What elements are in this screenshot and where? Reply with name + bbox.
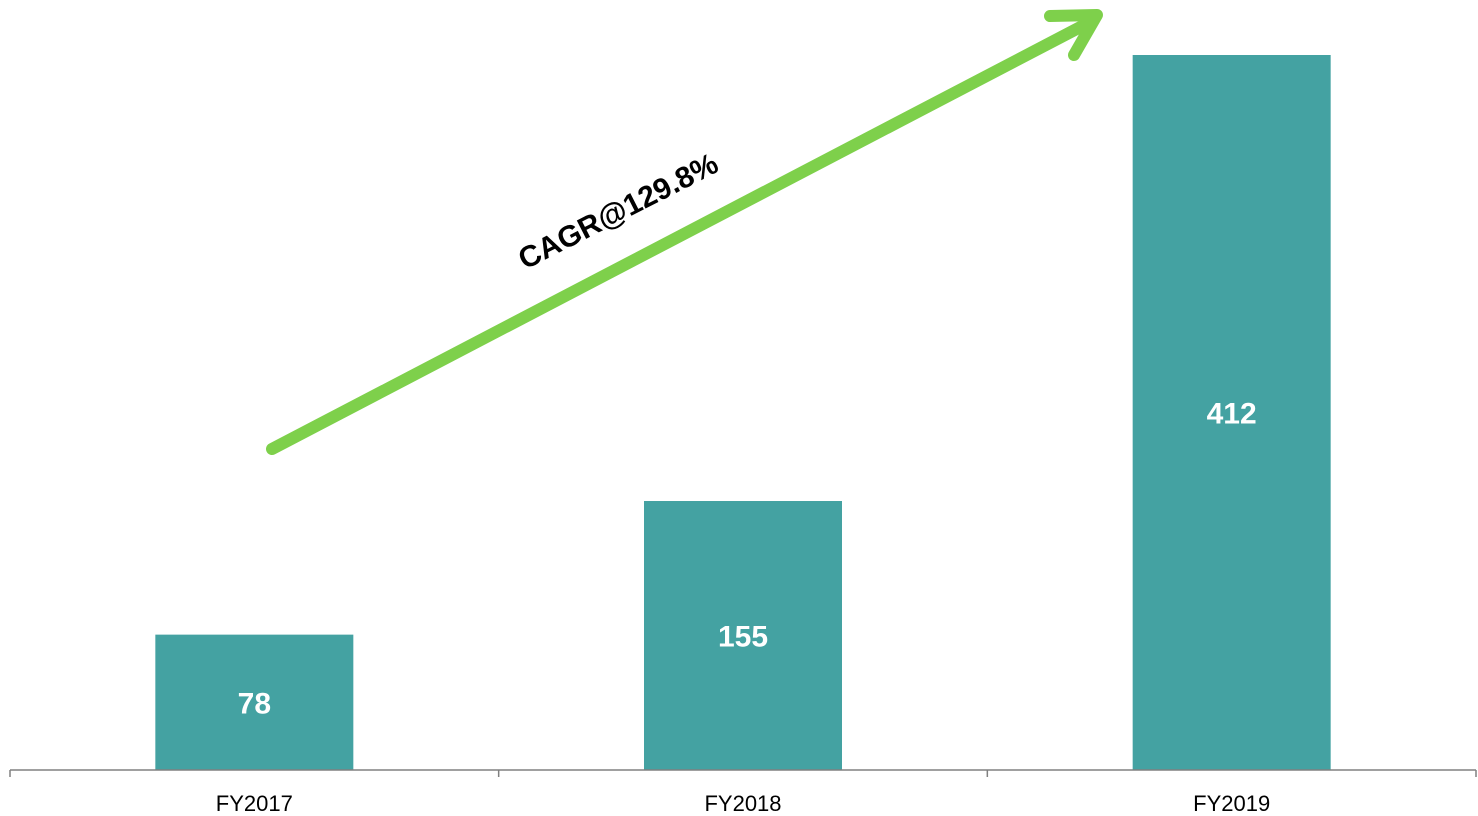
bars-layer (155, 55, 1331, 770)
cagr-arrow-head (1044, 9, 1103, 61)
bar-fy2017 (155, 634, 354, 770)
cagr-label: CAGR@129.8% (513, 147, 723, 276)
x-tick-label: FY2017 (216, 791, 293, 816)
bar-value-label: 155 (718, 621, 768, 654)
bar-fy2019 (1132, 55, 1331, 770)
x-tick-label: FY2018 (704, 791, 781, 816)
x-axis (9, 769, 1477, 777)
bar-value-label: 412 (1207, 398, 1257, 431)
cagr-arrow-shaft (266, 16, 1096, 455)
bar-value-label: 78 (238, 687, 271, 720)
x-tick-label: FY2019 (1193, 791, 1270, 816)
cagr-annotation: CAGR@129.8% (266, 9, 1103, 455)
bar-fy2018 (644, 501, 842, 770)
labels-layer: 78 FY2017 155 FY2018 412 FY2019 (216, 398, 1270, 816)
